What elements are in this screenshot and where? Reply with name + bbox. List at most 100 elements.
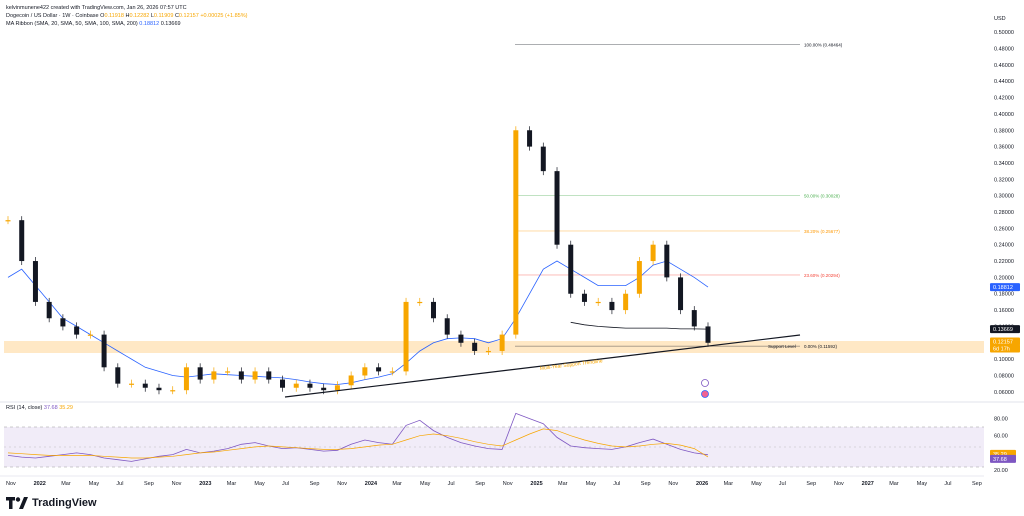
price-series [5, 126, 711, 395]
y-tick-label: 0.24000 [994, 243, 1014, 249]
x-tick-label: Jul [448, 481, 455, 487]
y-tick-label: 0.20000 [994, 275, 1014, 281]
candle [513, 130, 519, 335]
candle [5, 220, 11, 222]
candle [32, 261, 38, 302]
candle [403, 301, 409, 372]
rsi-title[interactable]: RSI (14, close) [6, 405, 43, 411]
fib-levels: 100.00% (0.48464) 50.00% (0.30028) 38.20% … [515, 43, 843, 349]
currency-label: USD [994, 16, 1006, 22]
x-tick-label: May [89, 481, 100, 487]
y-tick-label: 0.50000 [994, 30, 1014, 36]
y-tick-label: 0.18000 [994, 292, 1014, 298]
candle [115, 367, 121, 384]
support-level-label: Support Level [768, 344, 796, 349]
candle [554, 171, 560, 245]
symbol-label[interactable]: Dogecoin / US Dollar · 1W · Coinbase [6, 13, 99, 19]
ma-lines [7, 260, 709, 385]
ma-line: MA Ribbon (SMA, 20, SMA, 50, SMA, 100, S… [6, 20, 247, 28]
candle [581, 293, 587, 302]
x-tick-label: 2026 [696, 481, 708, 487]
low-label: L [150, 13, 154, 19]
x-tick-label: Sep [972, 481, 982, 487]
ma-value-2: 0.13669 [160, 21, 181, 27]
price-chart[interactable]: 100.00% (0.48464) 50.00% (0.30028) 38.20% … [0, 0, 1024, 491]
time-axis[interactable]: Nov 2022 Mar May Jul Sep Nov 2023 Mar May Jul Sep No… [6, 481, 982, 487]
price-tag-label: 6d 17h [993, 346, 1010, 352]
candle [664, 244, 670, 278]
y-tick-label: 0.34000 [994, 161, 1014, 167]
candle [485, 350, 491, 353]
event-icon[interactable] [701, 379, 709, 387]
x-tick-label: Nov [834, 481, 844, 487]
x-tick-label: Jul [282, 481, 289, 487]
x-tick-label: Sep [641, 481, 651, 487]
fib-label: 0.00% (0.11592) [804, 344, 837, 349]
x-tick-label: Jul [779, 481, 786, 487]
x-tick-label: Mar [724, 481, 734, 487]
rsi-value-tag [990, 454, 1016, 463]
rsi-tick-label: 80.00 [994, 417, 1008, 423]
y-tick-label: 0.16000 [994, 308, 1014, 314]
price-tag [990, 337, 1020, 346]
y-tick-label: 0.30000 [994, 194, 1014, 200]
low-value: 0.11909 [153, 13, 174, 19]
y-tick-label: 0.40000 [994, 112, 1014, 118]
candle [362, 367, 368, 376]
x-tick-label: Sep [144, 481, 154, 487]
x-tick-label: May [420, 481, 431, 487]
ma-ribbon-label[interactable]: MA Ribbon (SMA, 20, SMA, 50, SMA, 100, S… [6, 21, 138, 27]
x-tick-label: 2027 [862, 481, 874, 487]
flag-icon[interactable] [701, 390, 709, 398]
support-trendline[interactable] [284, 334, 801, 398]
candle [389, 371, 395, 373]
candle [458, 334, 464, 343]
x-tick-label: Sep [475, 481, 485, 487]
y-tick-label: 0.42000 [994, 96, 1014, 102]
x-tick-label: Jul [613, 481, 620, 487]
x-tick-label: 2025 [530, 481, 542, 487]
candle [376, 367, 382, 372]
rsi-value: 37.68 [43, 405, 58, 411]
candle [334, 385, 340, 391]
x-tick-label: Nov [6, 481, 16, 487]
candle [472, 342, 478, 351]
candle [266, 371, 272, 380]
x-tick-label: 2024 [365, 481, 378, 487]
x-tick-label: Nov [503, 481, 513, 487]
candle [211, 371, 217, 380]
fib-label: 100.00% (0.48464) [804, 43, 843, 48]
x-tick-label: Nov [172, 481, 182, 487]
candle [417, 301, 423, 304]
y-tick-label: 0.06000 [994, 390, 1014, 396]
x-tick-label: Nov [337, 481, 347, 487]
candle [238, 371, 244, 380]
rsi-ma-value: 35.29 [59, 405, 73, 411]
tv-logo-icon [6, 497, 28, 509]
candle [307, 383, 313, 388]
ohlc-line: Dogecoin / US Dollar · 1W · Coinbase O0.… [6, 12, 247, 20]
price-tag [990, 344, 1020, 353]
candle [595, 301, 601, 304]
rsi-ma-line [7, 428, 709, 459]
candle [74, 326, 80, 335]
candle [87, 334, 93, 336]
candle [430, 301, 436, 319]
credit-line: kelvinmunene422 created with TradingView… [6, 5, 187, 11]
open-value: 0.11918 [104, 13, 124, 19]
x-tick-label: Sep [310, 481, 320, 487]
price-tag-label: 0.13669 [993, 327, 1013, 333]
high-value: 0.12282 [129, 13, 150, 19]
x-tick-label: May [917, 481, 928, 487]
candle [705, 326, 711, 343]
candle [321, 387, 327, 391]
candle [444, 318, 450, 335]
ma-value-1: 0.18812 [139, 21, 160, 27]
support-zone [4, 341, 984, 353]
candle [170, 390, 176, 392]
tradingview-logo[interactable]: TradingView [6, 497, 97, 509]
price-tag [990, 325, 1020, 334]
close-value: 0.12157 [178, 13, 199, 19]
